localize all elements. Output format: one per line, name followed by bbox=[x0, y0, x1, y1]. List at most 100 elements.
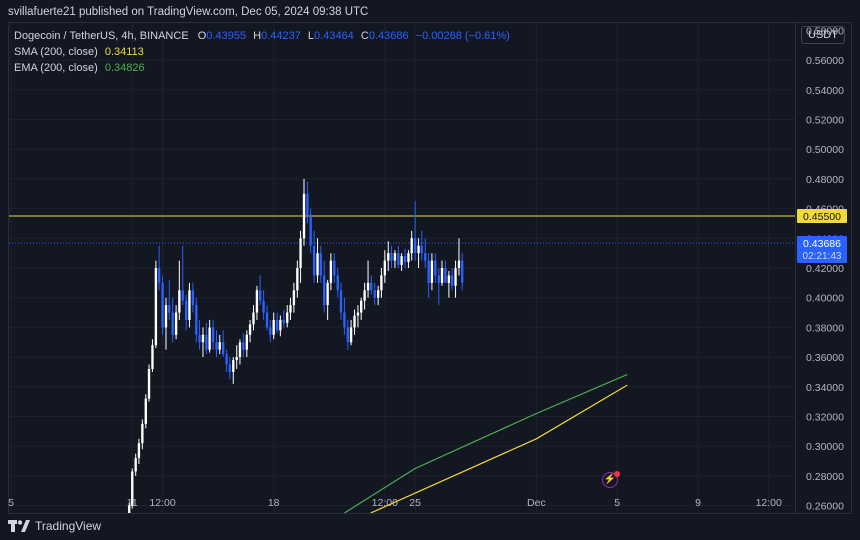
candle bbox=[380, 268, 383, 298]
candle-body bbox=[215, 342, 218, 350]
candle bbox=[343, 297, 346, 335]
lightning-icon[interactable]: ⚡ bbox=[602, 472, 618, 488]
candle-body bbox=[265, 312, 269, 328]
legend-o-value: 0.43955 bbox=[206, 30, 247, 42]
candle-body bbox=[397, 253, 400, 266]
currency-button[interactable]: USDT bbox=[801, 26, 845, 44]
candle bbox=[131, 468, 134, 509]
y-tick-label: 0.30000 bbox=[806, 441, 844, 453]
candle-body bbox=[333, 260, 336, 276]
candle bbox=[454, 260, 457, 298]
candle bbox=[292, 282, 296, 313]
candle bbox=[346, 319, 350, 350]
candle-body bbox=[279, 319, 282, 331]
candle bbox=[262, 290, 265, 320]
candle bbox=[387, 241, 390, 271]
candle-body bbox=[323, 275, 326, 306]
candle bbox=[373, 282, 376, 306]
candle bbox=[410, 230, 413, 261]
candle bbox=[326, 279, 329, 320]
candle bbox=[201, 327, 205, 358]
legend-sma-label: SMA (200, close) bbox=[14, 46, 98, 58]
candles bbox=[128, 178, 464, 513]
candle bbox=[316, 238, 319, 283]
legend-l-value: 0.43464 bbox=[314, 30, 354, 42]
legend-sma-value: 0.34113 bbox=[104, 46, 144, 58]
grid-lines bbox=[9, 23, 795, 513]
candle bbox=[450, 268, 454, 291]
candle-body bbox=[245, 334, 248, 350]
candle-body bbox=[370, 282, 373, 291]
candle bbox=[434, 253, 437, 283]
candle-body bbox=[218, 342, 221, 350]
legend: Dogecoin / TetherUS, 4h, BINANCE O0.4395… bbox=[14, 28, 510, 76]
candle bbox=[286, 305, 289, 328]
candle bbox=[265, 305, 269, 331]
candle bbox=[198, 319, 201, 350]
candle bbox=[225, 349, 228, 372]
candle-body bbox=[174, 312, 178, 335]
candle bbox=[218, 334, 221, 355]
candle-body bbox=[339, 290, 343, 313]
candle bbox=[370, 275, 373, 295]
x-tick-label: 5 bbox=[614, 497, 620, 509]
candle bbox=[447, 270, 451, 298]
price-axis[interactable] bbox=[796, 22, 852, 514]
candle bbox=[181, 245, 184, 306]
x-tick-label: 12:00 bbox=[149, 497, 175, 509]
candle bbox=[299, 230, 302, 283]
candle-body bbox=[316, 253, 319, 276]
candle-body bbox=[131, 471, 134, 506]
candle-body bbox=[302, 193, 306, 239]
x-tick-label: Dec bbox=[527, 497, 546, 509]
candle bbox=[164, 297, 168, 350]
candle-body bbox=[454, 268, 457, 286]
candle bbox=[144, 394, 147, 429]
candle-body bbox=[403, 256, 407, 263]
y-tick-label: 0.52000 bbox=[806, 115, 844, 127]
candle-body bbox=[205, 334, 208, 350]
candle bbox=[128, 502, 131, 513]
publisher-text: svillafuerte21 published on TradingView.… bbox=[8, 6, 369, 18]
candle-body bbox=[366, 282, 370, 291]
candle-body bbox=[157, 268, 161, 283]
candle bbox=[376, 285, 380, 306]
candle bbox=[137, 438, 141, 464]
candle bbox=[333, 253, 336, 283]
candle bbox=[437, 268, 440, 306]
candle-body bbox=[457, 260, 461, 268]
tradingview-logo[interactable]: TradingView bbox=[8, 519, 101, 533]
level-price-tag-text: 0.45500 bbox=[803, 211, 841, 223]
candle-body bbox=[154, 268, 158, 346]
candle-body bbox=[208, 327, 211, 350]
candle-body bbox=[299, 238, 302, 268]
candle-body bbox=[410, 238, 413, 254]
candle bbox=[413, 201, 417, 261]
candle-body bbox=[356, 312, 360, 316]
legend-o-label: O bbox=[197, 30, 207, 42]
legend-ema-row[interactable]: EMA (200, close) 0.34826 bbox=[14, 60, 510, 76]
legend-sma-row[interactable]: SMA (200, close) 0.34113 bbox=[14, 44, 510, 60]
candle-body bbox=[242, 342, 245, 350]
candle-body bbox=[222, 342, 225, 355]
candle bbox=[161, 275, 164, 335]
candle-body bbox=[383, 260, 387, 276]
candle bbox=[420, 230, 423, 261]
last-price-tag-bg bbox=[797, 235, 847, 263]
candle-body bbox=[168, 305, 171, 313]
candle-body bbox=[363, 290, 366, 301]
y-tick-label: 0.34000 bbox=[806, 382, 844, 394]
legend-symbol[interactable]: Dogecoin / TetherUS, 4h, BINANCE bbox=[14, 30, 189, 42]
candle bbox=[444, 260, 447, 283]
candle-body bbox=[319, 253, 322, 276]
candle bbox=[309, 208, 312, 254]
candle-body bbox=[346, 327, 350, 343]
candle-body bbox=[282, 319, 285, 323]
candle-body bbox=[360, 300, 363, 313]
candle-body bbox=[444, 268, 447, 283]
y-tick-label: 0.38000 bbox=[806, 322, 844, 334]
candle-body bbox=[393, 253, 397, 261]
legend-ema-value: 0.34826 bbox=[104, 62, 145, 74]
x-tick-label: 18 bbox=[268, 497, 280, 509]
